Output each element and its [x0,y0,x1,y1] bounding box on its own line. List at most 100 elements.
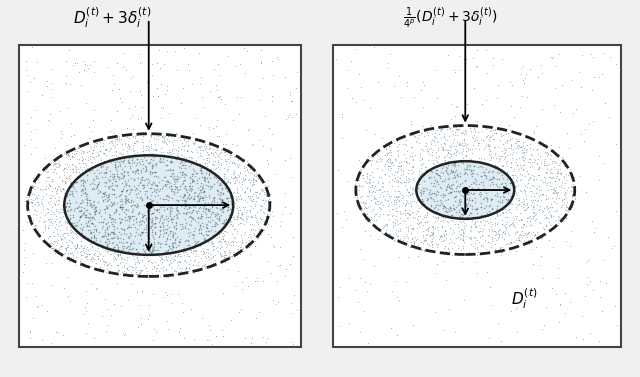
Point [120,260,131,266]
Point [482,210,492,216]
Point [118,245,128,251]
Point [125,163,136,169]
Point [173,291,183,297]
Point [182,268,193,274]
Point [540,226,550,232]
Point [257,186,267,192]
Point [154,233,164,239]
Point [548,158,559,164]
Point [115,267,125,273]
Point [362,205,372,211]
Point [118,240,128,246]
Point [96,219,106,225]
Point [47,178,57,184]
Point [512,192,522,198]
Point [204,170,214,176]
Point [435,184,445,190]
Point [560,192,570,198]
Point [187,149,197,155]
Point [490,207,500,213]
Point [513,145,523,151]
Point [17,227,28,233]
Point [401,279,411,285]
Point [414,140,424,146]
Point [250,214,260,220]
Point [569,192,579,198]
Point [214,202,224,208]
Point [373,178,383,184]
Point [438,238,448,244]
Point [448,138,458,144]
Point [245,166,255,172]
Point [570,189,580,195]
Point [168,244,179,250]
Point [268,297,278,303]
Point [464,183,474,189]
Point [204,145,214,151]
Point [499,150,509,156]
Point [23,88,33,94]
Point [511,206,521,212]
Point [496,251,506,257]
Point [469,222,479,228]
Point [482,196,492,202]
Point [458,212,468,218]
Point [365,198,376,204]
Point [173,144,183,150]
Point [148,151,158,157]
Point [517,147,527,153]
Point [205,219,215,225]
Point [46,207,56,213]
Point [396,181,406,187]
Point [102,322,113,328]
Point [111,152,121,158]
Point [405,184,415,190]
Point [486,223,496,229]
Point [400,207,410,213]
Point [200,192,210,198]
Point [388,137,398,143]
Point [417,231,428,238]
Point [143,180,154,186]
Point [143,208,153,214]
Point [509,184,519,190]
Point [172,197,182,203]
Point [202,207,212,213]
Point [261,198,271,204]
Point [452,126,463,132]
Point [440,187,451,193]
Point [85,214,95,220]
Point [200,139,210,145]
Point [546,142,556,148]
Point [333,294,343,300]
Point [497,198,507,204]
Point [420,211,430,218]
Point [446,168,456,174]
Point [120,198,130,204]
Point [195,147,205,153]
Point [121,67,131,74]
Point [40,155,51,161]
Point [140,227,150,233]
Point [161,241,171,247]
Point [506,220,516,226]
Point [179,192,189,198]
Point [430,270,440,276]
Point [94,136,104,142]
Point [500,231,510,237]
Point [136,268,146,274]
Point [536,62,546,68]
Point [139,219,149,225]
Point [431,215,441,221]
Point [29,176,40,182]
Point [444,124,454,130]
Point [110,216,120,222]
Point [335,323,345,329]
Point [247,142,257,148]
Point [48,159,58,165]
Point [541,204,551,210]
Point [567,195,577,201]
Point [148,245,158,251]
Point [511,190,522,196]
Point [109,173,119,179]
